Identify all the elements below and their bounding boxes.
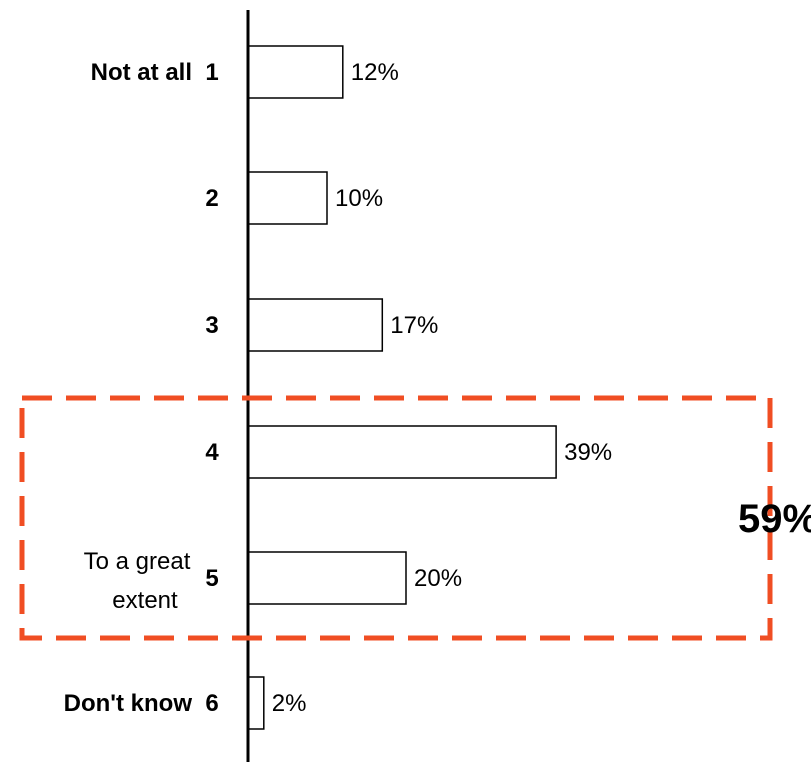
highlight-total-label: 59% [738,497,811,541]
category-label-6: Don't know [64,690,193,717]
category-code-3: 3 [205,312,218,339]
category-code-4: 4 [205,439,219,466]
highlight-box [19,395,773,641]
category-code-6: 6 [205,690,218,717]
bar-5 [247,551,407,605]
bar-1 [247,45,344,99]
value-label-4: 39% [564,439,612,466]
value-label-1: 12% [351,59,399,86]
bars-layer [247,45,557,730]
category-code-2: 2 [205,185,218,212]
bar-3 [247,298,384,352]
value-label-6: 2% [272,690,307,717]
highlight-layer: 59% [19,395,811,641]
bar-6 [247,676,265,730]
value-label-2: 10% [335,185,383,212]
labels-layer: 12% 1 Not at all 10% 2 17% 3 39% 4 20% 5 To a great… [64,59,613,717]
category-code-5: 5 [205,565,218,592]
bar-4 [247,425,557,479]
category-code-1: 1 [205,59,218,86]
value-label-5: 20% [414,565,462,592]
category-label-5: To a great extent [84,548,191,614]
bar-2 [247,171,328,225]
value-label-3: 17% [390,312,438,339]
category-label-1: Not at all [91,59,192,86]
